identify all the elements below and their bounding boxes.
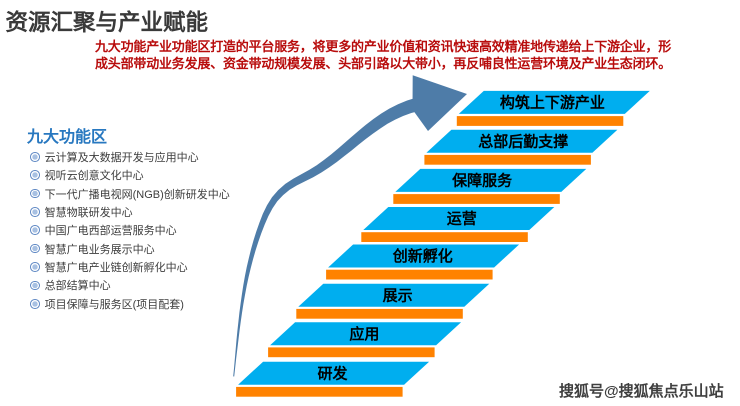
svg-text:运营: 运营	[447, 211, 477, 228]
svg-text:展示: 展示	[383, 287, 413, 304]
svg-text:保障服务: 保障服务	[451, 172, 513, 190]
svg-text:应用: 应用	[349, 325, 379, 343]
svg-text:创新孵化: 创新孵化	[392, 247, 453, 265]
svg-text:研发: 研发	[317, 364, 348, 382]
svg-text:总部后勤支撑: 总部后勤支撑	[478, 132, 568, 150]
svg-text:构筑上下游产业: 构筑上下游产业	[500, 94, 605, 112]
